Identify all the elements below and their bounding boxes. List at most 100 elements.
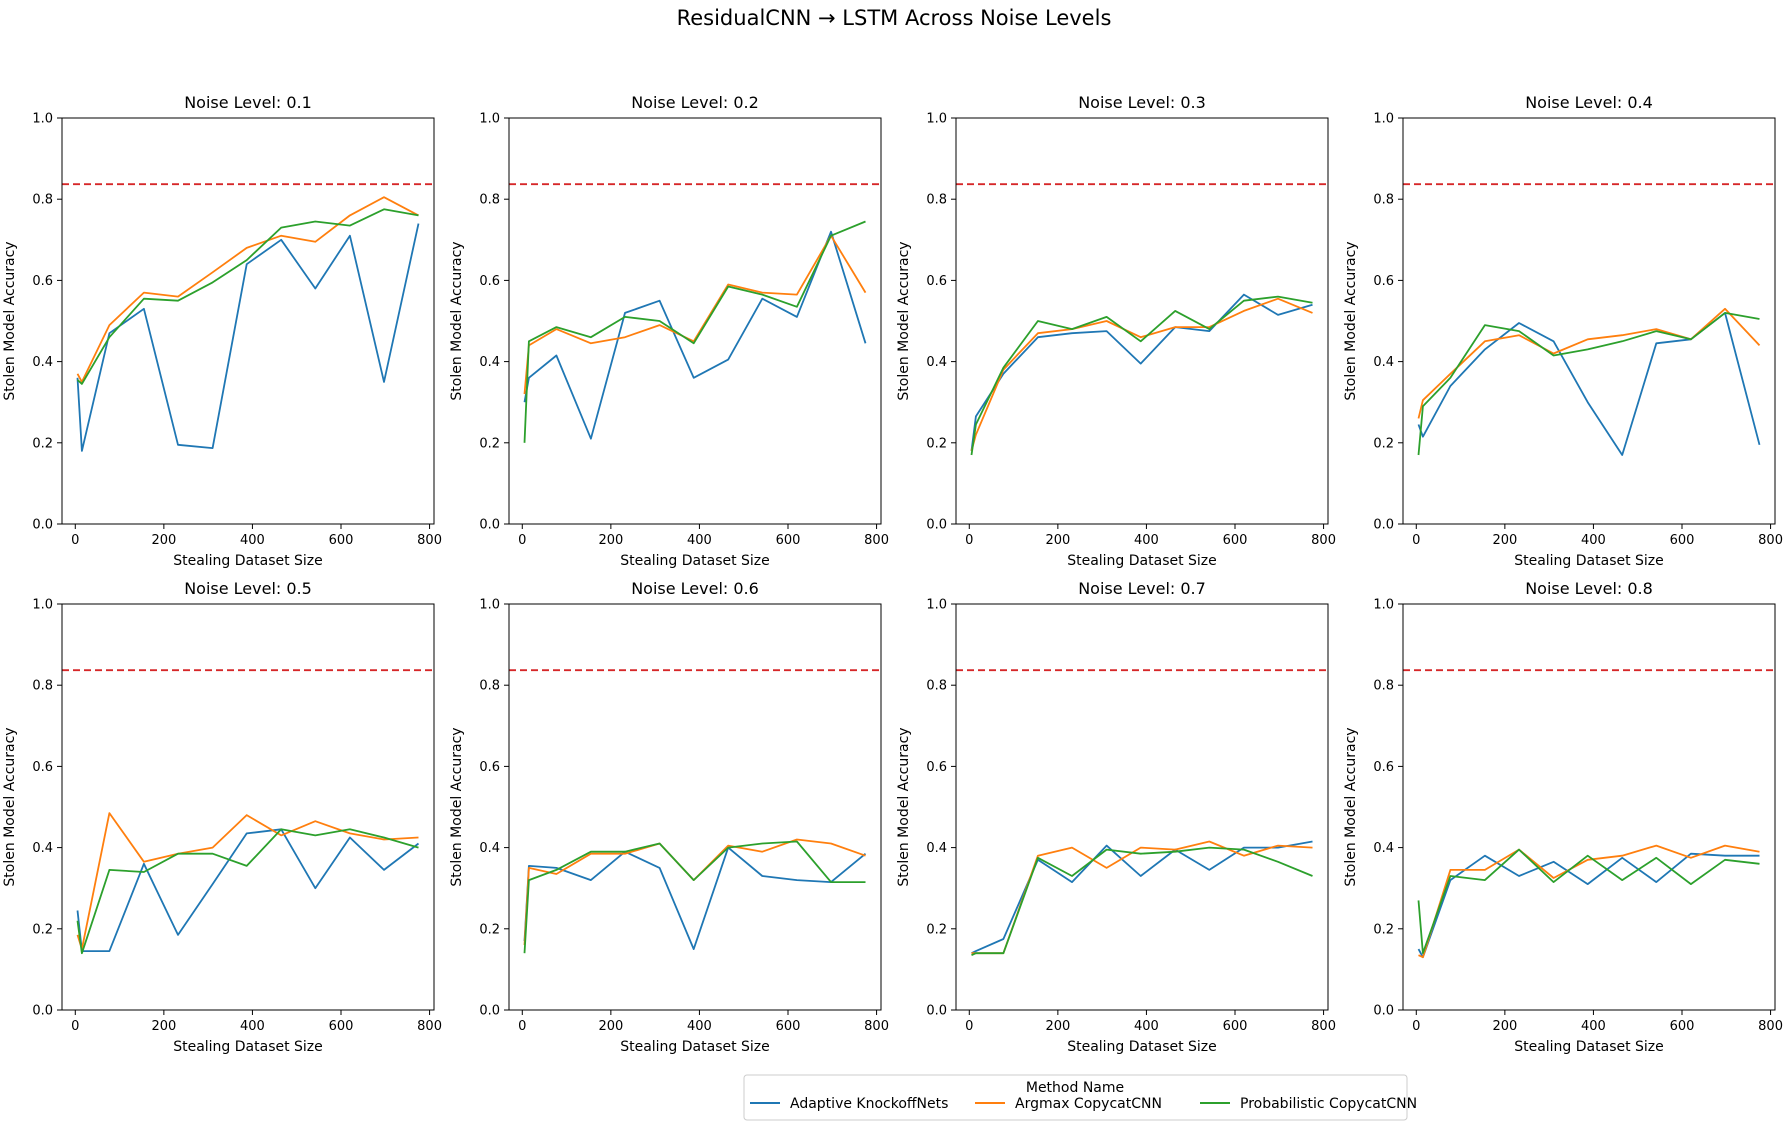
plot-frame [955,603,1329,1011]
x-tick-label: 400 [1581,533,1606,548]
y-tick-label: 0.0 [479,518,500,533]
y-tick-label: 0.2 [1373,922,1394,937]
x-tick-label: 400 [1581,1019,1606,1034]
x-tick-label: 0 [71,1019,79,1034]
y-tick-label: 0.4 [926,355,947,370]
subplot-2: Noise Level: 0.2 0 200 400 600 800 0.0 0.2 0.4 0.… [449,93,889,569]
series-line-adaptive-knockoffnets [523,230,867,440]
legend-items: Adaptive KnockoffNets Argmax CopycatCNN Pr… [750,1096,1417,1112]
y-tick-label: 1.0 [32,598,53,613]
x-tick-label: 400 [240,1019,265,1034]
y-tick-label: 0.8 [32,193,53,208]
y-tick-label: 0.8 [32,679,53,694]
plot-frame [61,117,435,525]
x-axis-label: Stealing Dataset Size [1514,1039,1664,1055]
x-tick-label: 800 [864,533,889,548]
y-tick-label: 0.6 [32,274,53,289]
panels: Noise Level: 0.1 0 200 400 600 800 0.0 0.2 0.4 0.… [2,93,1783,1055]
x-tick-label: 200 [598,533,623,548]
series-line-probabilistic-copycatcnn [76,828,419,955]
y-tick-label: 0.0 [32,1004,53,1019]
subplot-title: Noise Level: 0.2 [631,93,759,112]
y-tick-label: 0.2 [479,436,500,451]
x-tick-label: 0 [71,533,79,548]
y-tick-label: 0.6 [926,760,947,775]
series-line-adaptive-knockoffnets [1417,852,1760,959]
subplot-title: Noise Level: 0.5 [184,579,312,598]
y-tick-label: 0.0 [926,1004,947,1019]
plot-frame [1402,603,1776,1011]
y-tick-label: 0.6 [32,760,53,775]
y-tick-label: 0.2 [479,922,500,937]
x-tick-label: 0 [518,1019,526,1034]
plot-frame [508,117,882,525]
y-tick-label: 0.2 [32,436,53,451]
x-tick-label: 800 [1758,533,1783,548]
y-tick-label: 1.0 [479,598,500,613]
y-tick-label: 0.6 [1373,760,1394,775]
y-tick-label: 0.2 [926,436,947,451]
subplot-8: Noise Level: 0.8 0 200 400 600 800 0.0 0.2 0.4 0.… [1343,579,1783,1055]
x-axis-label: Stealing Dataset Size [173,553,323,569]
subplot-1: Noise Level: 0.1 0 200 400 600 800 0.0 0.2 0.4 0.… [2,93,442,569]
y-tick-label: 0.4 [479,841,500,856]
subplot-title: Noise Level: 0.8 [1525,579,1653,598]
y-tick-label: 0.4 [1373,841,1394,856]
y-tick-label: 0.6 [1373,274,1394,289]
x-tick-label: 800 [417,533,442,548]
x-tick-label: 400 [1134,533,1159,548]
x-tick-label: 200 [151,1019,176,1034]
x-axis-label: Stealing Dataset Size [1067,1039,1217,1055]
x-tick-label: 0 [965,533,973,548]
x-tick-label: 400 [687,533,712,548]
legend: Method Name Adaptive KnockoffNets Argmax … [743,1074,1417,1121]
figure-title: ResidualCNN → LSTM Across Noise Levels [677,6,1112,30]
subplot-title: Noise Level: 0.6 [631,579,759,598]
y-axis-label: Stolen Model Accuracy [2,241,18,400]
x-tick-label: 200 [598,1019,623,1034]
y-tick-label: 0.8 [1373,679,1394,694]
plot-frame [955,117,1329,525]
x-tick-label: 200 [151,533,176,548]
x-tick-label: 800 [864,1019,889,1034]
y-tick-label: 0.8 [926,193,947,208]
y-tick-label: 0.8 [479,679,500,694]
subplot-4: Noise Level: 0.4 0 200 400 600 800 0.0 0.2 0.4 0.… [1343,93,1783,569]
y-tick-label: 0.8 [926,679,947,694]
plot-frame [1402,117,1776,525]
x-tick-label: 600 [1670,533,1695,548]
x-tick-label: 400 [240,533,265,548]
x-tick-label: 600 [329,533,354,548]
series-line-probabilistic-copycatcnn [76,208,419,385]
series-line-adaptive-knockoffnets [523,846,867,950]
legend-label: Argmax CopycatCNN [1015,1096,1162,1112]
y-tick-label: 0.8 [479,193,500,208]
y-tick-label: 1.0 [479,112,500,127]
x-tick-label: 200 [1492,1019,1517,1034]
x-tick-label: 0 [965,1019,973,1034]
y-tick-label: 0.8 [1373,193,1394,208]
y-tick-label: 1.0 [1373,598,1394,613]
y-axis-label: Stolen Model Accuracy [896,727,912,886]
x-tick-label: 600 [1223,533,1248,548]
x-axis-label: Stealing Dataset Size [620,1039,770,1055]
y-axis-label: Stolen Model Accuracy [449,241,465,400]
x-tick-label: 600 [1223,1019,1248,1034]
x-tick-label: 600 [776,1019,801,1034]
y-tick-label: 0.4 [479,355,500,370]
x-tick-label: 600 [1670,1019,1695,1034]
series-line-probabilistic-copycatcnn [523,220,866,443]
y-tick-label: 0.2 [926,922,947,937]
x-tick-label: 800 [1758,1019,1783,1034]
y-tick-label: 0.4 [32,355,53,370]
legend-title: Method Name [1026,1080,1124,1096]
series-line-probabilistic-copycatcnn [523,840,866,954]
y-tick-label: 0.6 [479,274,500,289]
x-tick-label: 600 [776,533,801,548]
subplot-title: Noise Level: 0.4 [1525,93,1653,112]
y-tick-label: 0.0 [479,1004,500,1019]
x-tick-label: 200 [1045,1019,1070,1034]
y-tick-label: 0.6 [479,760,500,775]
